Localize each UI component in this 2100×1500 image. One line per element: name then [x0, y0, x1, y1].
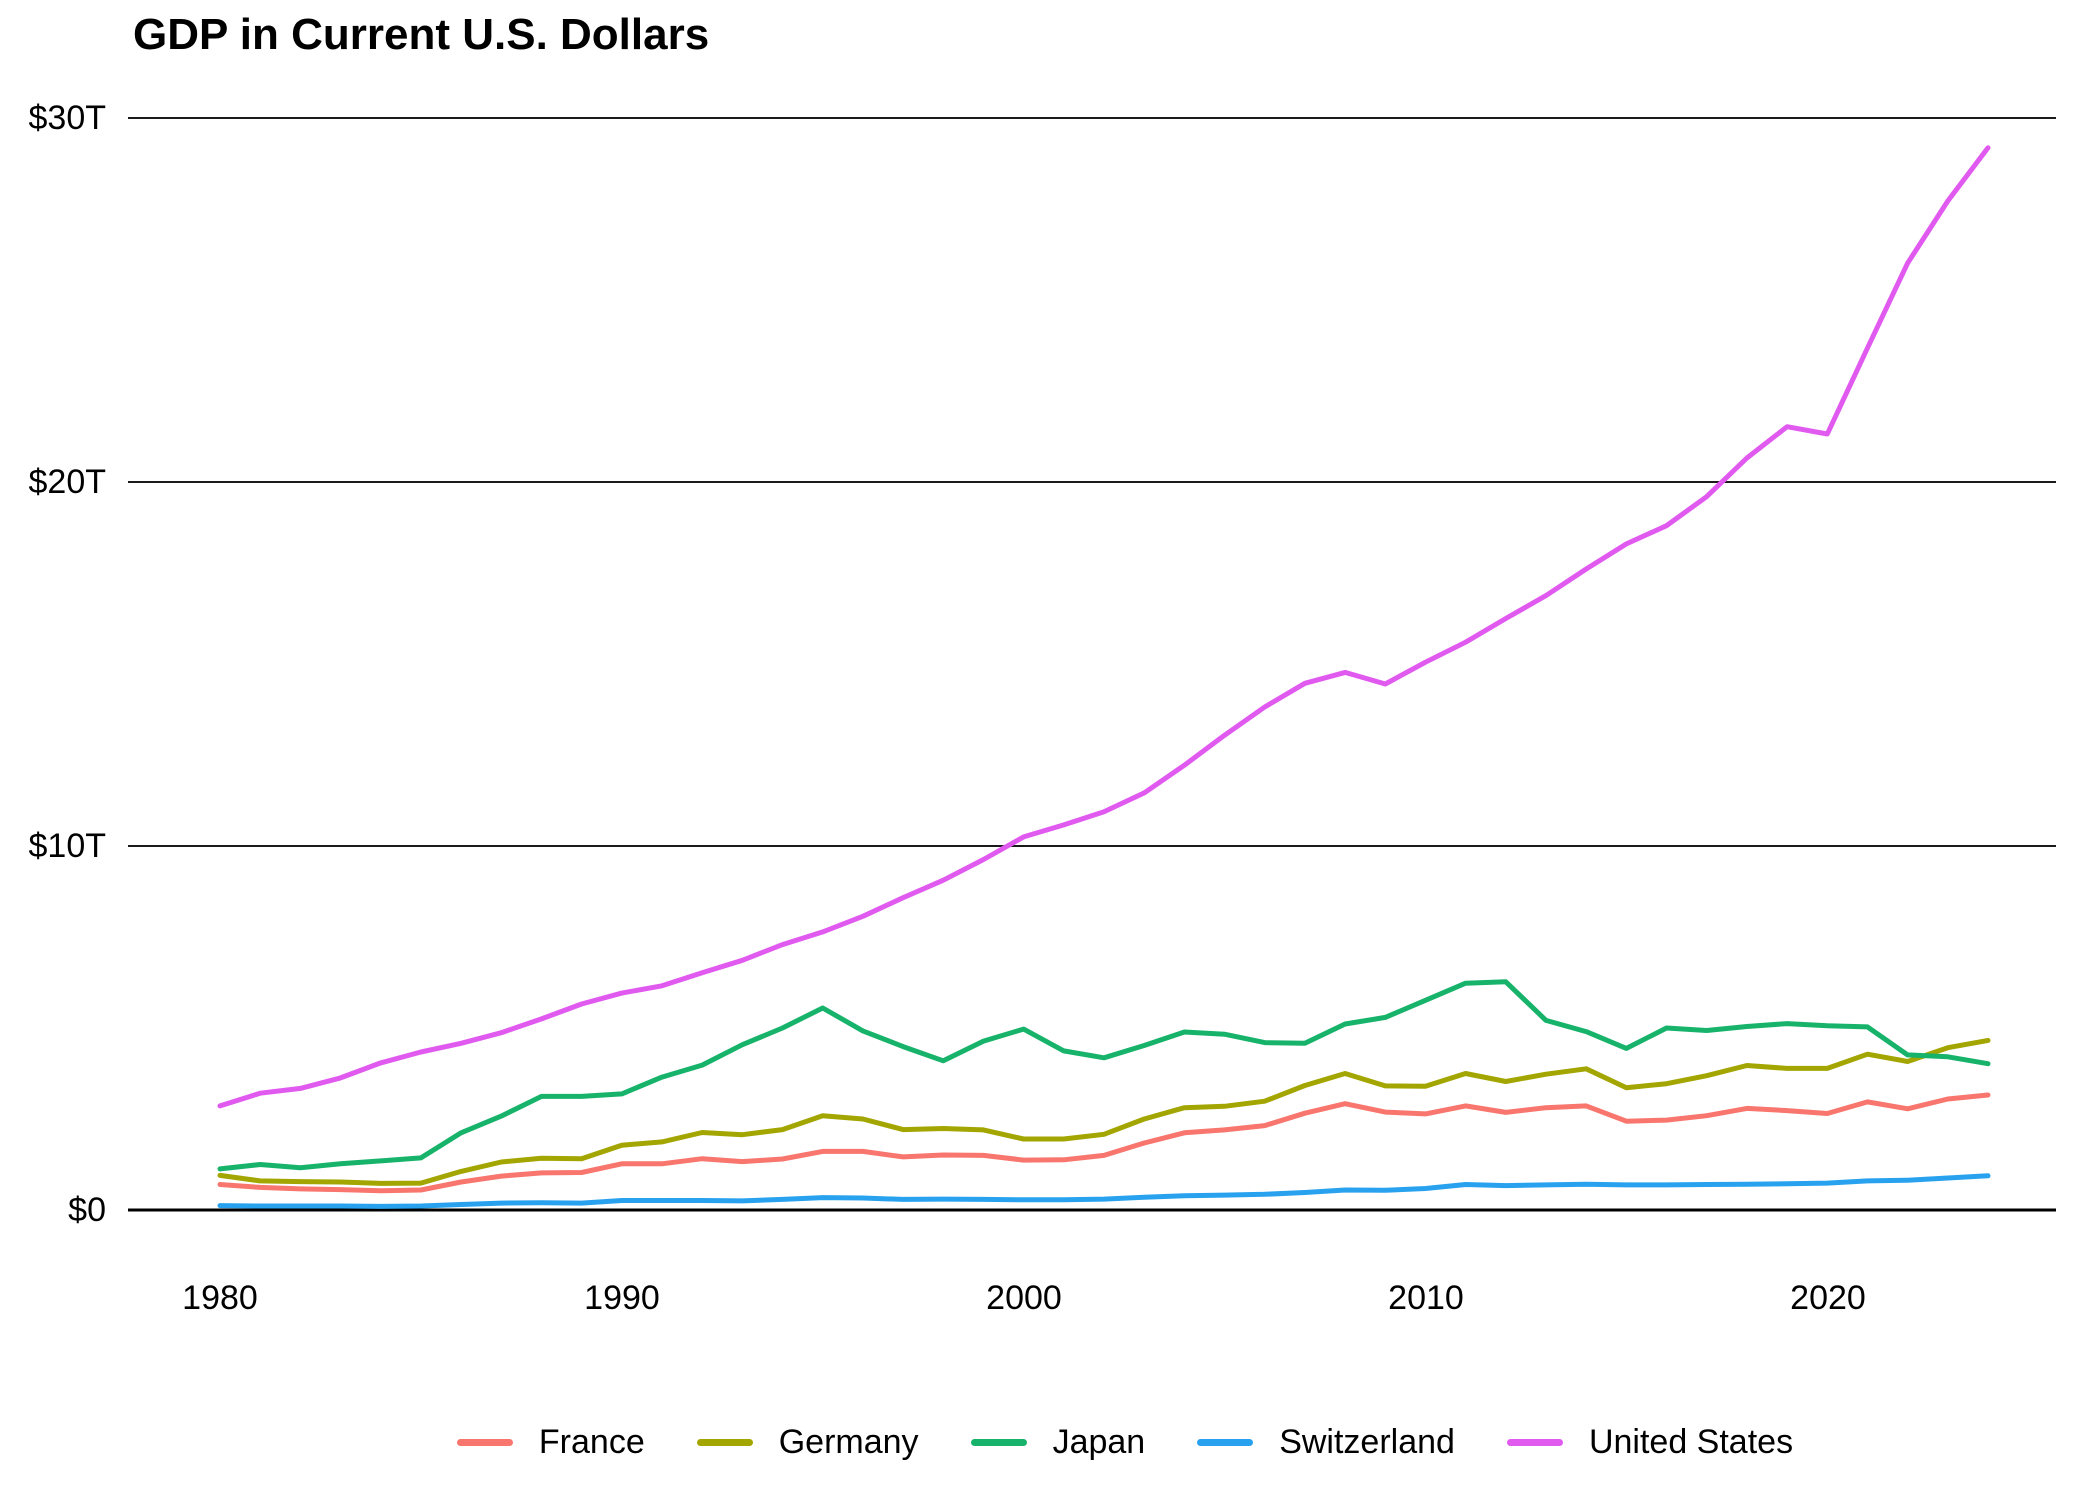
- legend-swatch-switzerland: [1197, 1438, 1254, 1446]
- legend-label-united-states: United States: [1588, 1423, 1794, 1461]
- x-tick-2010: 2010: [1388, 1279, 1464, 1317]
- legend-label-switzerland: Switzerland: [1279, 1423, 1455, 1461]
- legend-swatch-germany: [696, 1438, 753, 1446]
- line-united-states: [217, 145, 1991, 1109]
- y-tick-20t: $20T: [28, 463, 107, 501]
- y-tick-0: $0: [68, 1191, 106, 1229]
- legend-item-united-states: United States: [1506, 1420, 1794, 1464]
- legend-label-germany: Germany: [778, 1423, 919, 1461]
- legend-item-japan: Japan: [970, 1420, 1146, 1464]
- line-japan: [217, 979, 1991, 1172]
- chart-title: GDP in Current U.S. Dollars: [133, 10, 710, 59]
- legend-label-japan: Japan: [1052, 1423, 1146, 1461]
- legend-label-france: France: [538, 1423, 645, 1461]
- x-tick-1980: 1980: [182, 1279, 258, 1317]
- x-tick-1990: 1990: [584, 1279, 660, 1317]
- legend: France Germany Japan Switzerland United …: [150, 1420, 2100, 1464]
- y-tick-30t: $30T: [28, 99, 107, 137]
- legend-item-switzerland: Switzerland: [1197, 1420, 1455, 1464]
- legend-item-france: France: [456, 1420, 645, 1464]
- legend-swatch-france: [456, 1438, 513, 1446]
- legend-item-germany: Germany: [696, 1420, 919, 1464]
- legend-swatch-japan: [970, 1438, 1027, 1446]
- line-france: [217, 1092, 1991, 1194]
- x-tick-2020: 2020: [1790, 1279, 1866, 1317]
- x-tick-2000: 2000: [986, 1279, 1062, 1317]
- legend-swatch-united-states: [1506, 1438, 1563, 1446]
- y-tick-10t: $10T: [28, 827, 107, 865]
- line-germany: [217, 1037, 1991, 1186]
- series-group: [217, 145, 1991, 1209]
- line-switzerland: [217, 1173, 1991, 1209]
